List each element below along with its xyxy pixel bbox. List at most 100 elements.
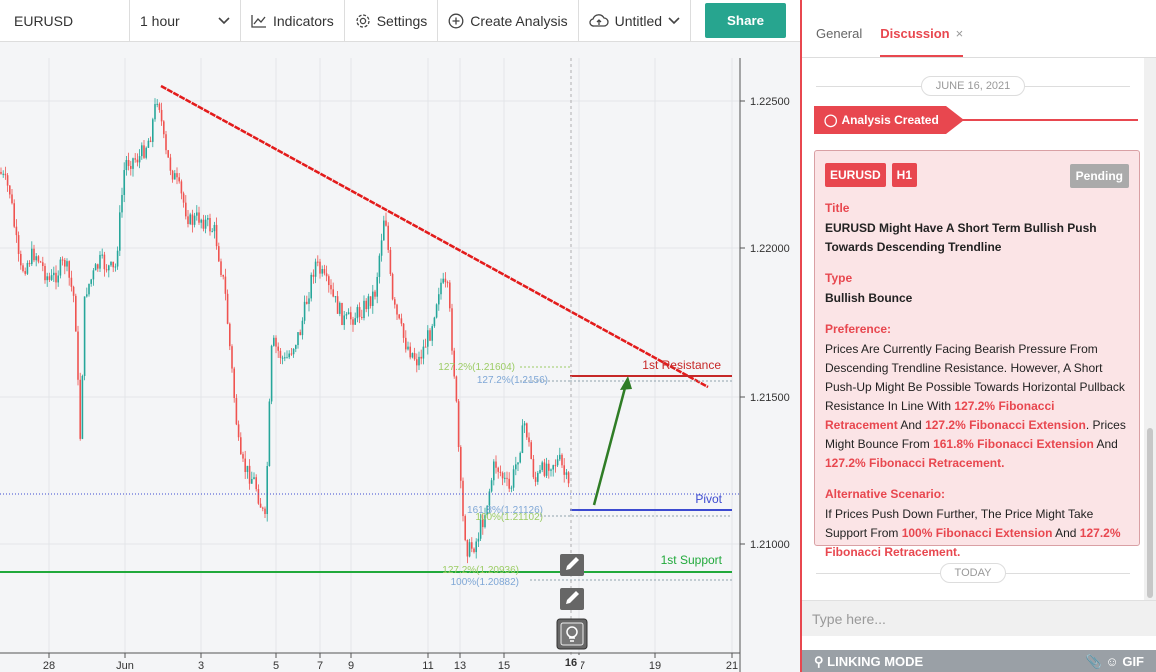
plus-circle-icon	[448, 13, 464, 29]
panel-tabs: General Discussion ×	[802, 0, 1156, 58]
candle-body	[292, 348, 295, 355]
linking-mode-label[interactable]: ⚲ LINKING MODE	[814, 654, 924, 669]
candle-body	[237, 424, 240, 438]
gif-button[interactable]: GIF	[1122, 654, 1144, 669]
candle-body	[48, 276, 51, 280]
candle-body	[528, 437, 530, 443]
candle-body	[477, 538, 480, 542]
candle-body	[347, 312, 350, 315]
candle-body	[68, 261, 70, 278]
candle-body	[325, 273, 328, 277]
candle-body	[297, 332, 299, 346]
candle-body	[512, 469, 515, 488]
tab-discussion[interactable]: Discussion ×	[880, 26, 964, 57]
candle-body	[204, 219, 207, 229]
candle-body	[2, 173, 4, 175]
candle-body	[224, 276, 227, 294]
panel-scrollbar[interactable]	[1144, 58, 1156, 600]
candle-body	[90, 279, 92, 284]
candle-body	[61, 259, 64, 261]
candle-body	[37, 256, 40, 262]
candle-body	[220, 261, 222, 275]
message-input[interactable]: Type here...	[802, 600, 1156, 636]
candle-body	[191, 214, 194, 225]
chart-canvas[interactable]: 1st Resistance 127.2%(1.21604) 127.2%(1.…	[0, 42, 800, 672]
candle-body	[33, 248, 35, 261]
idea-tool-button[interactable]	[556, 618, 588, 650]
candle-body	[99, 254, 101, 269]
candle-body	[28, 262, 31, 265]
candle-body	[222, 274, 224, 277]
date-axis[interactable]: 28Jun3579111315171921	[43, 653, 738, 672]
current-date-label: 16	[565, 657, 577, 669]
candle-body	[455, 376, 458, 402]
layout-selector[interactable]: Untitled	[579, 0, 692, 41]
scrollbar-thumb[interactable]	[1147, 428, 1153, 598]
analysis-card[interactable]: EURUSD H1 Pending Title EURUSD Might Hav…	[814, 150, 1140, 559]
projection-arrow[interactable]	[592, 383, 628, 506]
candle-body	[365, 300, 367, 310]
symbol-selector[interactable]: EURUSD	[0, 0, 130, 41]
candle-body	[244, 458, 246, 473]
candle-body	[255, 477, 257, 490]
candle-body	[497, 467, 499, 472]
candle-body	[13, 203, 15, 227]
preference-highlight: 127.2% Fibonacci Retracement	[825, 399, 1055, 432]
candle-body	[26, 262, 29, 274]
create-analysis-button[interactable]: Create Analysis	[438, 0, 579, 41]
candle-body	[277, 346, 279, 351]
linking-mode-bar[interactable]: ⚲ LINKING MODE 📎 ☺ GIF	[802, 650, 1156, 672]
settings-button[interactable]: Settings	[345, 0, 439, 41]
candle-body	[198, 212, 200, 223]
candle-body	[508, 478, 510, 489]
candle-body	[119, 212, 121, 251]
date-tick-label: 3	[198, 660, 204, 672]
candle-body	[202, 219, 205, 229]
candlestick-series	[0, 98, 570, 564]
price-axis[interactable]: 1.22500 1.22000 1.21500 1.21000	[740, 96, 790, 551]
attachment-icon[interactable]: 📎	[1085, 654, 1102, 669]
candle-body	[548, 463, 550, 471]
candle-body	[367, 296, 370, 310]
candle-body	[127, 160, 130, 166]
tab-general[interactable]: General	[816, 26, 862, 57]
price-tick-label: 1.22500	[750, 96, 790, 108]
candle-body	[167, 150, 169, 158]
analysis-created-tag: ◯ Analysis Created	[814, 106, 964, 134]
candle-body	[493, 461, 495, 481]
candle-body	[385, 220, 387, 226]
symbol-label: EURUSD	[14, 12, 74, 29]
pivot-label: Pivot	[695, 492, 722, 506]
candle-body	[156, 103, 158, 105]
candle-body	[266, 466, 268, 515]
price-chart[interactable]: 1st Resistance 127.2%(1.21604) 127.2%(1.…	[0, 42, 800, 672]
share-button[interactable]: Share	[705, 3, 787, 38]
candle-body	[383, 220, 385, 241]
candle-body	[233, 368, 235, 398]
candle-body	[451, 308, 453, 351]
indicators-button[interactable]: Indicators	[241, 0, 345, 41]
candle-body	[189, 214, 191, 225]
descending-trendline[interactable]	[160, 84, 709, 389]
alt-text-part: And	[1055, 526, 1077, 540]
today-separator-label: TODAY	[940, 563, 1006, 583]
candle-body	[39, 261, 42, 263]
date-tick-label: 11	[422, 660, 433, 672]
analysis-side-panel: General Discussion × JUNE 16, 2021 ◯ Analy…	[800, 0, 1156, 672]
close-icon[interactable]: ×	[955, 26, 964, 41]
candle-body	[112, 261, 114, 268]
candle-body	[257, 489, 260, 504]
edit-tool-button[interactable]	[560, 588, 584, 610]
edit-tool-button[interactable]	[560, 554, 584, 576]
line-chart-icon	[251, 14, 267, 28]
emoji-icon[interactable]: ☺	[1105, 654, 1119, 669]
interval-selector[interactable]: 1 hour	[130, 0, 241, 41]
tab-general-label: General	[816, 26, 863, 41]
discussion-feed[interactable]: JUNE 16, 2021 ◯ Analysis Created EURUSD H…	[802, 58, 1144, 600]
candle-body	[519, 452, 521, 463]
candle-body	[411, 353, 414, 358]
date-separator-label: JUNE 16, 2021	[921, 76, 1025, 96]
candle-body	[424, 346, 427, 348]
candle-body	[288, 353, 290, 358]
candle-body	[158, 103, 161, 110]
